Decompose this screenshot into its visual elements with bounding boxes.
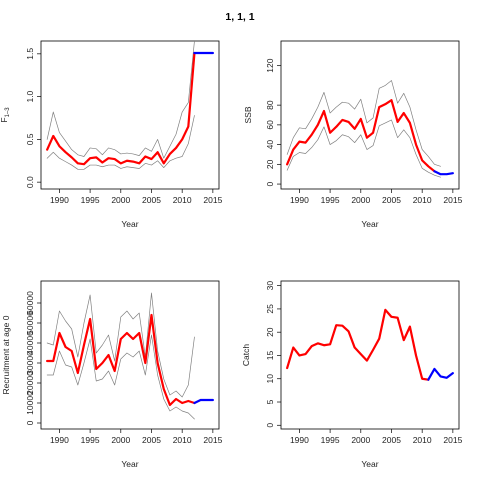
forecast-line [433, 170, 454, 176]
y-tick-label: 30 [265, 281, 275, 291]
lower-line [46, 115, 195, 170]
figure-title: 1, 1, 1 [225, 11, 254, 23]
x-tick-label: 1990 [290, 435, 309, 445]
panel-catch: 1990 1995 2000 2005 2010 2015 0 5 10 15 20 25 30 Year… [241, 280, 463, 469]
panel-f: 1990 1995 2000 2005 2010 2015 0.0 0.5 1.0 1.5 Year… [0, 40, 223, 229]
x-tick-label: 1990 [290, 195, 309, 205]
series-group [286, 80, 454, 178]
x-tick-label: 2005 [142, 435, 161, 445]
estimate-line [46, 51, 196, 166]
x-axis-label: Year [121, 219, 138, 229]
x-axis-label: Year [121, 459, 138, 469]
x-tick-label: 1990 [50, 195, 69, 205]
plot-frame [280, 280, 460, 430]
x-tick-label: 1995 [81, 195, 100, 205]
upper-line [46, 292, 195, 398]
y-axis-label: Catch [241, 344, 251, 366]
x-tick-label: 2015 [203, 435, 222, 445]
x-tick-label: 2005 [142, 195, 161, 205]
upper-line [46, 41, 195, 159]
x-axis-label: Year [361, 219, 378, 229]
y-tick-label: 50000 [25, 311, 35, 335]
x-tick-label: 2000 [351, 195, 370, 205]
y-tick-label: 80 [265, 100, 275, 110]
y-tick-label: 10000 [25, 391, 35, 415]
y-tick-label: 60000 [25, 291, 35, 315]
x-tick-label: 1990 [50, 435, 69, 445]
series-group [46, 41, 214, 170]
y-tick-label: 1.0 [25, 90, 35, 102]
x-tick-label: 1995 [321, 435, 340, 445]
y-tick-label: 120 [265, 58, 275, 72]
x-tick-label: 2005 [382, 435, 401, 445]
x-tick-label: 2005 [382, 195, 401, 205]
x-tick-label: 2015 [203, 195, 222, 205]
plot-frame [40, 40, 220, 190]
y-tick-label: 0.5 [25, 133, 35, 145]
y-tick-label: 1.5 [25, 48, 35, 60]
y-tick-label: 25 [265, 304, 275, 314]
x-tick-label: 2015 [443, 435, 462, 445]
x-axis-label: Year [361, 459, 378, 469]
y-tick-label: 5 [265, 399, 275, 404]
y-tick-label: 20 [265, 327, 275, 337]
y-tick-label: 0.0 [25, 176, 35, 188]
y-tick-label: 0 [265, 423, 275, 428]
x-tick-label: 1995 [81, 435, 100, 445]
series-group [46, 292, 214, 420]
y-tick-label: 40000 [25, 331, 35, 355]
estimate-line [286, 99, 436, 173]
y-tick-label: 15 [265, 350, 275, 360]
plot-frame [280, 40, 460, 190]
lower-line [46, 334, 195, 420]
x-tick-label: 2000 [111, 195, 130, 205]
x-tick-label: 2000 [111, 435, 130, 445]
y-axis-label: Recruitment at age 0 [1, 315, 11, 394]
y-tick-label: 0 [265, 181, 275, 186]
x-tick-label: 2010 [413, 435, 432, 445]
y-tick-label: 0 [25, 420, 35, 425]
x-tick-label: 2010 [173, 435, 192, 445]
y-tick-label: 20000 [25, 371, 35, 395]
y-axis-label-subscript: 1–3 [5, 107, 11, 118]
x-tick-label: 2010 [413, 195, 432, 205]
forecast-line [427, 367, 454, 381]
estimate-line [46, 313, 196, 407]
y-tick-label: 60 [265, 120, 275, 130]
x-tick-label: 2000 [351, 435, 370, 445]
upper-line [286, 80, 441, 167]
series-group [286, 308, 454, 381]
panel-recruitment: 1990 1995 2000 2005 2010 2015 0 100002000030000… [1, 280, 223, 469]
x-tick-label: 1995 [321, 195, 340, 205]
plot-frame [40, 280, 220, 430]
y-tick-label: 30000 [25, 351, 35, 375]
y-tick-label: 40 [265, 140, 275, 150]
panel-ssb: 1990 1995 2000 2005 2010 2015 0 20 40 60 80 120 Year… [243, 40, 463, 229]
lower-line [286, 119, 441, 178]
y-tick-label: 10 [265, 374, 275, 384]
x-tick-label: 2010 [173, 195, 192, 205]
y-axis-label: F1–3 [0, 107, 11, 123]
x-tick-label: 2015 [443, 195, 462, 205]
forecast-line [193, 398, 214, 405]
estimate-line [286, 308, 430, 381]
y-axis-label: SSB [243, 106, 253, 123]
y-tick-label: 20 [265, 159, 275, 169]
